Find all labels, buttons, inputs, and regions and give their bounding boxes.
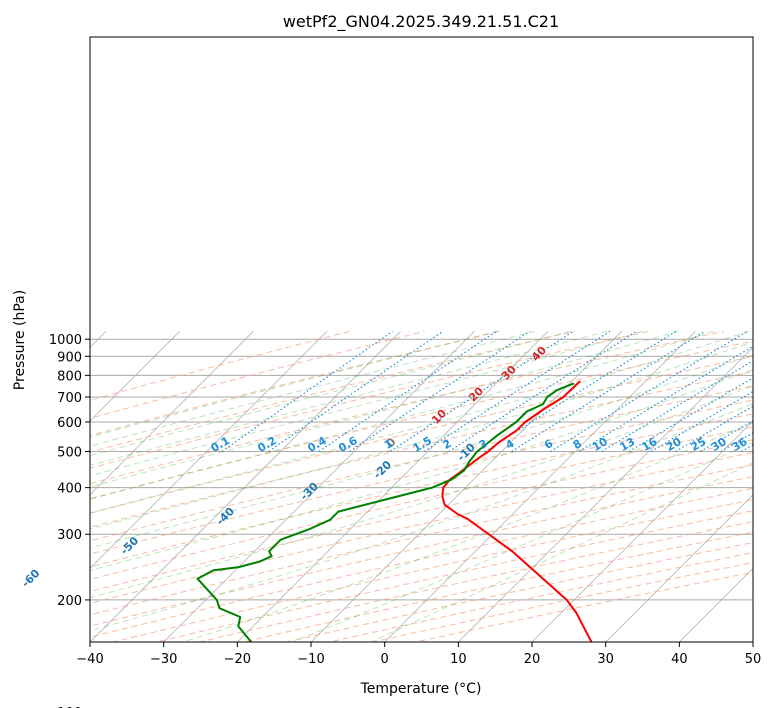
x-tick-label: 20 xyxy=(524,652,541,667)
isotherm-line xyxy=(90,331,401,642)
y-tick-label: 500 xyxy=(57,446,82,461)
mixing-ratio-line xyxy=(628,377,753,453)
x-tick-label: 10 xyxy=(450,652,467,667)
moist-adiabat-line xyxy=(90,330,750,514)
mixing-ratio-line xyxy=(349,330,531,452)
mixing-ratio-line xyxy=(601,360,753,453)
x-tick-label: −40 xyxy=(76,652,103,667)
dry-adiabat-line xyxy=(90,330,351,401)
y-tick-label: 700 xyxy=(57,391,82,406)
moist-adiabat-line xyxy=(90,385,753,599)
x-tick-label: 30 xyxy=(597,652,614,667)
dry-adiabat-line xyxy=(90,451,753,604)
y-tick-label: 400 xyxy=(57,482,82,497)
y-tick-label: 200 xyxy=(57,594,82,609)
isotherm-line xyxy=(310,331,622,642)
axis-layer: 1000900800700600500400300200100−40−30−20… xyxy=(49,333,761,708)
mixing-ratio-line xyxy=(318,330,497,452)
y-tick-label: 1000 xyxy=(49,333,82,348)
moist-adiabat-line xyxy=(90,330,535,447)
x-tick-label: 40 xyxy=(671,652,688,667)
moist-adiabat-line xyxy=(90,330,572,457)
x-tick-label: −30 xyxy=(150,652,177,667)
y-tick-label: 600 xyxy=(57,416,82,431)
dry-adiabat-line xyxy=(90,370,753,528)
y-tick-label: 800 xyxy=(57,369,82,384)
dry-adiabat-line xyxy=(90,426,753,580)
moist-adiabat-line xyxy=(90,330,499,438)
dry-adiabat-line xyxy=(90,340,753,500)
mixing-ratio-line xyxy=(484,330,677,453)
isotherm-line xyxy=(531,420,753,642)
y-axis-title: Pressure (hPa) xyxy=(12,290,28,390)
mixing-ratio-line xyxy=(268,330,444,452)
data-layer xyxy=(196,380,593,642)
dewpoint-profile-line xyxy=(196,382,574,642)
moist-adiabat-line xyxy=(90,369,753,571)
isotherm-line xyxy=(384,331,696,642)
x-axis-title: Temperature (°C) xyxy=(360,681,482,697)
y-tick-label: 300 xyxy=(57,528,82,543)
chart-title: wetPf2_GN04.2025.349.21.51.C21 xyxy=(283,12,559,32)
x-tick-label: 50 xyxy=(745,652,762,667)
dry-adiabat-line xyxy=(90,385,753,542)
dry-adiabat-line xyxy=(90,413,753,568)
dry-adiabat-line xyxy=(154,510,753,642)
isotherm-line xyxy=(90,331,180,422)
y-tick-label: 100 xyxy=(57,706,82,708)
isotherm-line xyxy=(90,331,328,569)
moist-adiabat-line xyxy=(90,330,643,477)
dry-adiabat-line xyxy=(90,439,753,593)
dry-adiabat-line xyxy=(111,499,753,642)
isotherm-line xyxy=(163,331,475,642)
y-tick-label: 900 xyxy=(57,350,82,365)
moist-adiabat-line xyxy=(90,330,714,500)
dry-adiabat-line xyxy=(90,330,425,419)
dry-adiabat-line xyxy=(90,330,724,485)
isotherm-line xyxy=(236,331,549,642)
dry-adiabat-line xyxy=(90,355,753,514)
dry-adiabat-line xyxy=(90,330,575,453)
isotherm-line xyxy=(90,331,254,496)
x-tick-label: −20 xyxy=(224,652,251,667)
isotherm-line xyxy=(605,494,753,642)
isotherm-line xyxy=(457,346,753,642)
dry-adiabat-line xyxy=(197,521,753,642)
grid-layer xyxy=(90,330,753,642)
dry-adiabat-line xyxy=(90,330,500,437)
x-tick-label: −10 xyxy=(297,652,324,667)
mixing-ratio-line xyxy=(389,330,574,452)
moist-adiabat-line xyxy=(90,330,608,466)
moist-adiabat-line xyxy=(90,341,753,530)
moist-adiabat-line xyxy=(90,402,753,632)
mixing-ratio-line xyxy=(578,345,753,453)
temperature-profile-line xyxy=(441,380,593,642)
x-tick-label: 0 xyxy=(381,652,389,667)
